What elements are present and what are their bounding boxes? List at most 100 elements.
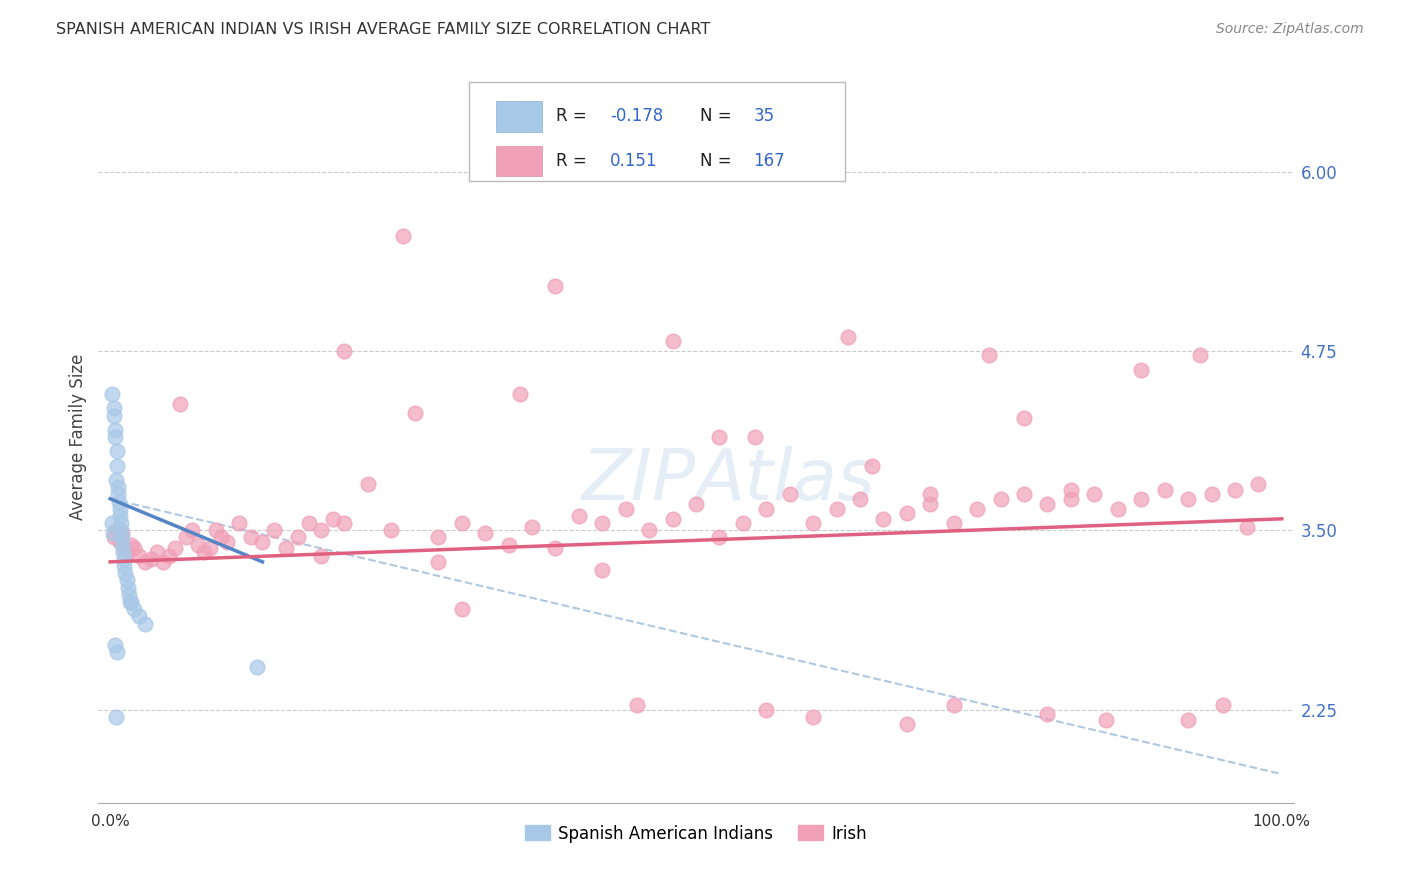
Point <box>117 545 139 559</box>
Point <box>112 559 135 574</box>
Point <box>104 638 127 652</box>
Point <box>105 458 128 473</box>
Point <box>1012 487 1035 501</box>
Point <box>591 564 613 578</box>
Point <box>1060 483 1083 497</box>
Point <box>1036 498 1059 512</box>
Point <box>380 524 402 538</box>
Point <box>134 616 156 631</box>
Text: 0.151: 0.151 <box>610 152 658 170</box>
Point <box>1188 348 1211 362</box>
Point <box>1036 706 1059 721</box>
Point <box>779 487 801 501</box>
Point <box>120 595 141 609</box>
Point <box>1177 713 1199 727</box>
Point <box>122 602 145 616</box>
Y-axis label: Average Family Size: Average Family Size <box>69 354 87 520</box>
Point <box>112 541 135 555</box>
Point <box>108 494 131 508</box>
Point <box>128 609 150 624</box>
Point <box>115 574 138 588</box>
Point <box>117 581 139 595</box>
Point <box>112 545 135 559</box>
Point <box>298 516 321 530</box>
Point <box>591 516 613 530</box>
Bar <box>496 145 541 177</box>
Point <box>163 541 186 555</box>
Point <box>198 541 221 555</box>
Point <box>110 524 132 538</box>
Point <box>187 538 209 552</box>
Point <box>1153 483 1175 497</box>
Point <box>1012 411 1035 425</box>
Point <box>120 595 142 609</box>
Point <box>287 531 309 545</box>
Point <box>1236 520 1258 534</box>
Point <box>193 545 215 559</box>
Point <box>568 508 591 523</box>
Text: Source: ZipAtlas.com: Source: ZipAtlas.com <box>1216 22 1364 37</box>
Point <box>108 501 131 516</box>
Point <box>626 698 648 713</box>
Point <box>101 526 124 541</box>
Point <box>217 534 239 549</box>
Point <box>333 516 356 530</box>
Point <box>896 717 918 731</box>
Text: N =: N = <box>700 152 731 170</box>
Point <box>110 516 132 530</box>
Point <box>141 552 163 566</box>
Point <box>709 430 731 444</box>
Point <box>120 538 142 552</box>
Point <box>146 545 169 559</box>
Point <box>309 549 332 563</box>
Point <box>544 541 567 555</box>
Point <box>1212 698 1234 713</box>
Point <box>118 588 141 602</box>
Point <box>744 430 766 444</box>
Point <box>498 538 520 552</box>
Point <box>474 526 496 541</box>
Point <box>1083 487 1105 501</box>
Point <box>1201 487 1223 501</box>
Point <box>105 444 128 458</box>
Point <box>450 602 472 616</box>
Point <box>614 501 637 516</box>
Point <box>801 710 824 724</box>
Point <box>239 531 262 545</box>
Point <box>1130 491 1153 506</box>
Point <box>731 516 754 530</box>
Point <box>860 458 883 473</box>
Point <box>104 423 127 437</box>
Text: -0.178: -0.178 <box>610 107 664 125</box>
Point <box>101 516 124 530</box>
Point <box>122 541 145 555</box>
Point <box>128 549 150 563</box>
Point <box>152 555 174 569</box>
Point <box>392 229 415 244</box>
Point <box>1095 713 1118 727</box>
Point <box>801 516 824 530</box>
Point <box>427 555 450 569</box>
Text: SPANISH AMERICAN INDIAN VS IRISH AVERAGE FAMILY SIZE CORRELATION CHART: SPANISH AMERICAN INDIAN VS IRISH AVERAGE… <box>56 22 710 37</box>
Text: Atlas: Atlas <box>696 447 876 516</box>
Point <box>104 430 127 444</box>
Point <box>174 531 197 545</box>
Point <box>246 659 269 673</box>
Point <box>966 501 988 516</box>
Point <box>252 534 274 549</box>
Text: N =: N = <box>700 107 731 125</box>
Point <box>404 406 426 420</box>
Point <box>134 555 156 569</box>
Point <box>105 645 128 659</box>
Point <box>204 524 226 538</box>
Point <box>263 524 285 538</box>
Point <box>977 348 1000 362</box>
Point <box>108 534 131 549</box>
Point <box>169 397 191 411</box>
Point <box>427 531 450 545</box>
Point <box>920 487 942 501</box>
Point <box>1223 483 1246 497</box>
Point <box>105 710 128 724</box>
Point <box>896 506 918 520</box>
Point <box>544 279 567 293</box>
